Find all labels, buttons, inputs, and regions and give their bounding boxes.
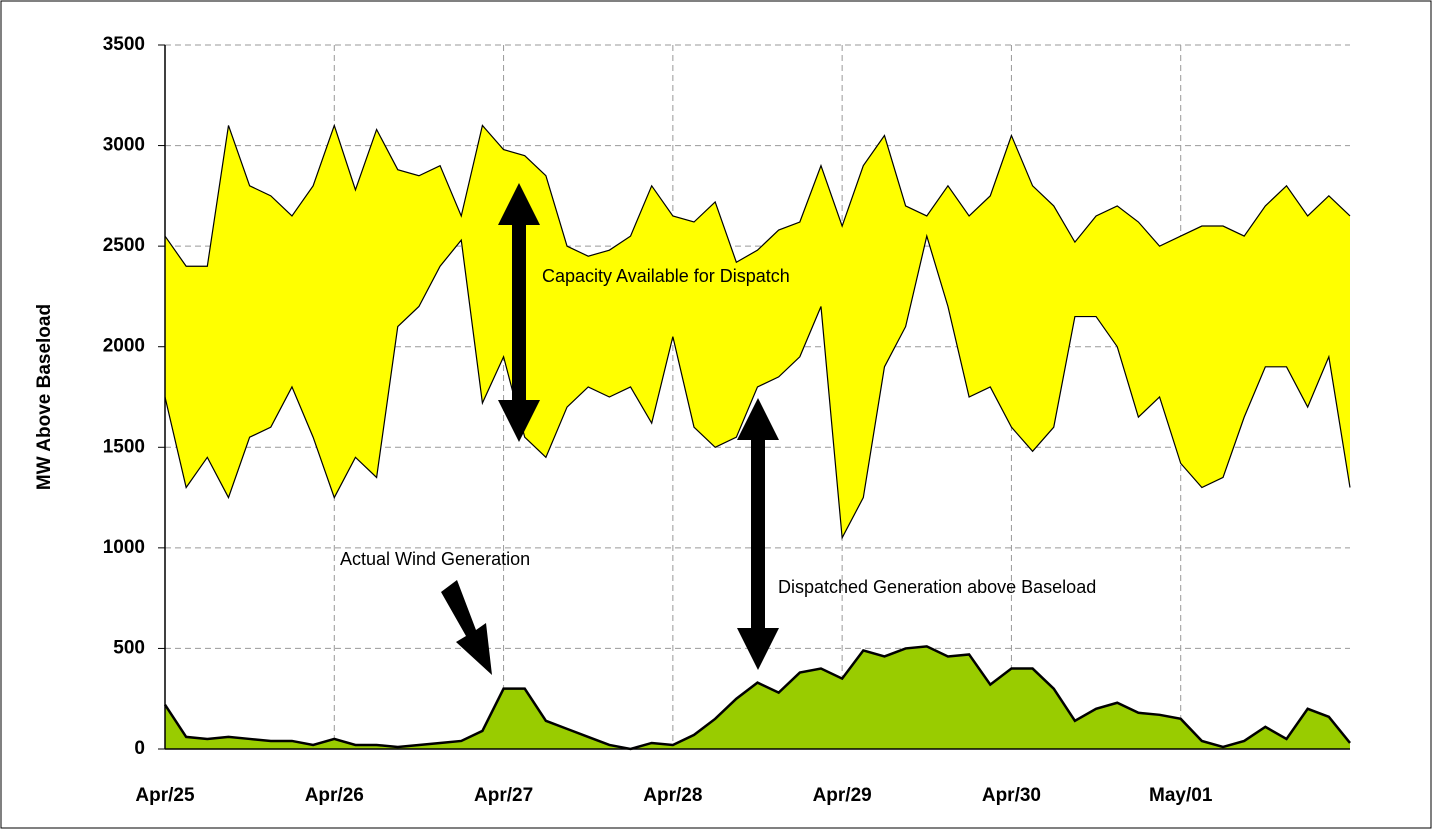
- line: [163, 645, 1351, 751]
- arrow: [441, 580, 492, 675]
- y-tick-label: 1000: [103, 537, 145, 558]
- arrows: [441, 183, 779, 675]
- x-tick-label: Apr/26: [305, 785, 364, 806]
- y-tick-label: 2500: [103, 235, 145, 256]
- arrow: [737, 398, 779, 670]
- area: [165, 646, 1350, 749]
- annotation: Capacity Available for Dispatch: [542, 266, 790, 286]
- y-axis-label: MW Above Baseload: [34, 304, 55, 490]
- y-tick-label: 0: [134, 738, 145, 759]
- line: [164, 123, 1351, 267]
- annotation: Actual Wind Generation: [340, 549, 530, 569]
- area: [165, 125, 1350, 538]
- areas: [163, 123, 1351, 751]
- y-tick-label: 2000: [103, 336, 145, 357]
- y-tick-label: 1500: [103, 436, 145, 457]
- x-tick-label: Apr/29: [813, 785, 872, 806]
- x-tick-label: Apr/30: [982, 785, 1041, 806]
- x-tick-label: Apr/28: [643, 785, 702, 806]
- x-tick-label: Apr/27: [474, 785, 533, 806]
- x-tick-label: May/01: [1149, 785, 1213, 806]
- annotation: Dispatched Generation above Baseload: [778, 577, 1096, 597]
- y-tick-label: 3000: [103, 135, 145, 156]
- line: [164, 233, 1351, 540]
- y-tick-label: 500: [113, 637, 145, 658]
- x-tick-label: Apr/25: [135, 785, 195, 806]
- arrow: [498, 183, 540, 442]
- y-tick-label: 3500: [103, 34, 145, 55]
